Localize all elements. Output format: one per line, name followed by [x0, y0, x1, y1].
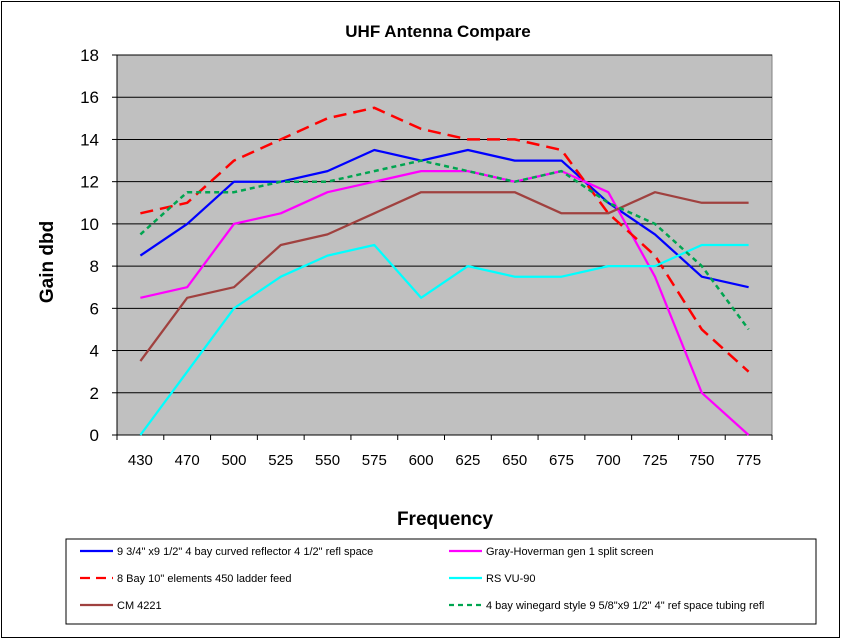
legend: 9 3/4" x9 1/2" 4 bay curved reflector 4 …	[80, 546, 764, 612]
x-tick-label: 775	[736, 452, 761, 469]
y-tick-labels: 0 2 4 6 8 10 12 14 16 18	[80, 46, 99, 445]
axes	[112, 54, 773, 440]
y-tick-label: 0	[90, 426, 99, 445]
y-tick-label: 18	[80, 46, 99, 65]
x-tick-label: 525	[268, 452, 293, 469]
legend-label: CM 4221	[117, 600, 162, 612]
y-tick-label: 2	[90, 384, 99, 403]
x-tick-label: 600	[409, 452, 434, 469]
legend-label: 4 bay winegard style 9 5/8"x9 1/2" 4" re…	[486, 600, 764, 612]
x-tick-label: 550	[315, 452, 340, 469]
y-axis-title: Gain dbd	[37, 221, 58, 303]
legend-label: RS VU-90	[486, 573, 536, 585]
x-tick-label: 470	[175, 452, 200, 469]
y-tick-label: 14	[80, 130, 99, 149]
x-tick-label: 650	[502, 452, 527, 469]
series-line-2	[140, 169, 750, 436]
y-tick-label: 4	[90, 342, 99, 361]
x-tick-label: 575	[362, 452, 387, 469]
series-line-6	[139, 159, 750, 331]
series-line-4	[139, 243, 749, 436]
x-tick-labels: 430 470 500 525 550 575 600 625 650 675 700 725 750 7…	[128, 452, 761, 469]
x-tick-label: 500	[221, 452, 246, 469]
x-tick-label: 700	[596, 452, 621, 469]
legend-label: 8 Bay 10" elements 450 ladder feed	[117, 573, 292, 585]
chart-title: UHF Antenna Compare	[345, 22, 530, 41]
legend-box	[65, 538, 817, 625]
x-tick-label: 750	[689, 452, 714, 469]
y-tick-label: 16	[80, 88, 99, 107]
y-tick-label: 8	[90, 257, 99, 276]
y-tick-label: 12	[80, 173, 99, 192]
series-line-1	[139, 148, 749, 289]
x-tick-label: 430	[128, 452, 153, 469]
x-tick-label: 675	[549, 452, 574, 469]
x-tick-label: 725	[643, 452, 668, 469]
x-axis-title: Frequency	[397, 509, 494, 530]
x-tick-label: 625	[455, 452, 480, 469]
y-tick-label: 10	[80, 215, 99, 234]
legend-label: 9 3/4" x9 1/2" 4 bay curved reflector 4 …	[117, 546, 373, 558]
legend-label: Gray-Hoverman gen 1 split screen	[486, 546, 654, 558]
plot-area	[116, 54, 773, 436]
series-lines	[139, 106, 750, 436]
y-tick-label: 6	[90, 299, 99, 318]
gridlines	[117, 54, 772, 394]
series-line-3	[140, 106, 750, 373]
series-line-5	[139, 191, 749, 362]
